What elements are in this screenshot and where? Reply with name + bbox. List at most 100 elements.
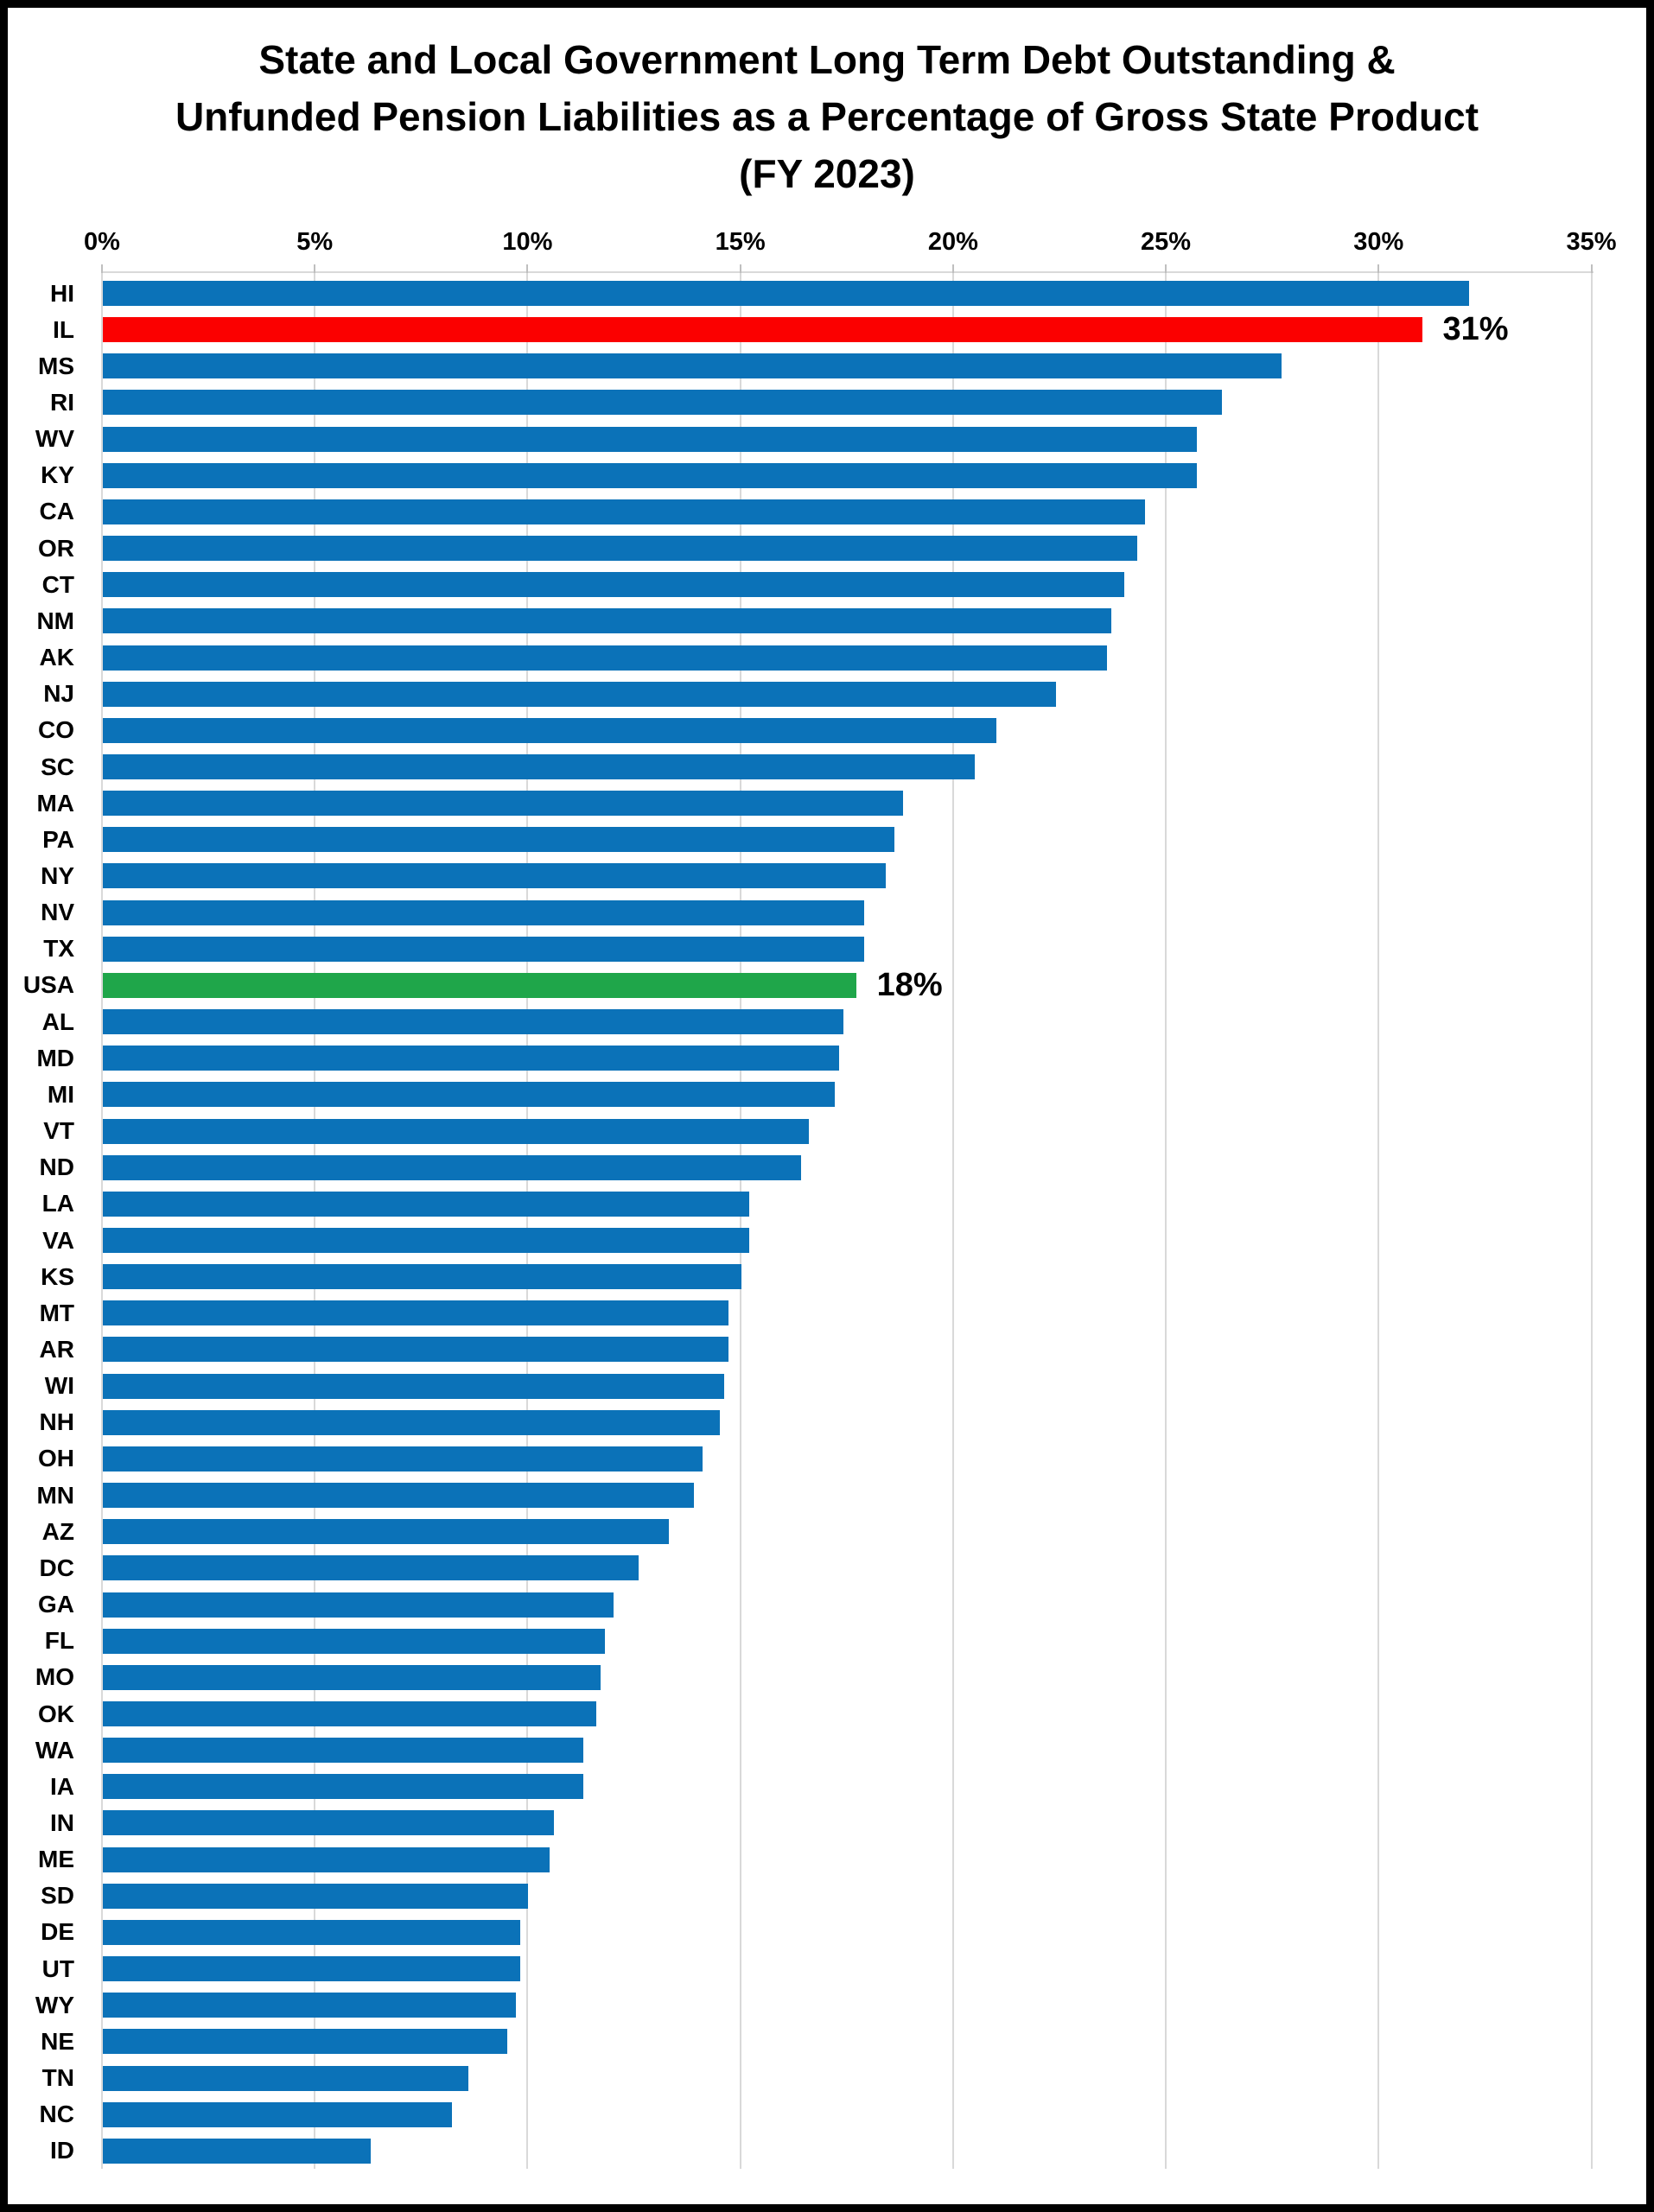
category-label-ok: OK	[38, 1700, 74, 1727]
axis-tick-mark	[951, 264, 954, 273]
bar-wv	[103, 426, 1197, 452]
category-label-dc: DC	[39, 1554, 74, 1581]
bar-dc	[103, 1555, 639, 1581]
category-label-va: VA	[42, 1226, 74, 1254]
bar-me	[103, 1847, 550, 1872]
bar-al	[103, 1009, 843, 1035]
axis-tick-mark	[1590, 264, 1593, 273]
category-label-pa: PA	[42, 825, 74, 853]
bar-nm	[103, 608, 1112, 634]
axis-tick-mark	[739, 264, 741, 273]
category-label-ga: GA	[38, 1591, 74, 1618]
bar-az	[103, 1519, 669, 1545]
category-label-hi: HI	[50, 279, 74, 307]
gridline-5	[314, 273, 316, 2169]
category-label-nh: NH	[39, 1408, 74, 1436]
data-label-usa: 18%	[876, 966, 943, 1003]
x-axis-tick-label: 35%	[1566, 227, 1617, 256]
category-label-tx: TX	[43, 935, 74, 963]
x-axis-tick-label: 10%	[502, 227, 553, 256]
axis-tick-mark	[526, 264, 529, 273]
bar-sc	[103, 754, 976, 779]
gridline-35	[1590, 273, 1593, 2169]
chart-title: State and Local Government Long Term Deb…	[60, 31, 1594, 202]
x-axis-tick-label: 0%	[84, 227, 120, 256]
bar-ks	[103, 1264, 741, 1290]
category-label-usa: USA	[22, 971, 74, 999]
bar-mn	[103, 1483, 695, 1509]
category-label-mi: MI	[47, 1080, 74, 1108]
bar-il	[103, 317, 1422, 343]
category-label-oh: OH	[38, 1445, 74, 1472]
bar-tx	[103, 936, 865, 962]
bar-wi	[103, 1373, 724, 1399]
bar-nv	[103, 899, 865, 925]
bar-wy	[103, 1993, 516, 2018]
category-label-ar: AR	[39, 1335, 74, 1363]
bar-tn	[103, 2065, 469, 2091]
chart-title-line-1: State and Local Government Long Term Deb…	[258, 37, 1396, 82]
bar-ga	[103, 1592, 614, 1618]
gridline-0	[101, 273, 103, 2169]
category-label-ny: NY	[41, 861, 74, 889]
category-label-nm: NM	[36, 607, 74, 634]
category-label-wa: WA	[35, 1736, 74, 1764]
bar-va	[103, 1228, 750, 1253]
bar-wa	[103, 1738, 584, 1764]
chart-title-line-2: Unfunded Pension Liabilities as a Percen…	[175, 94, 1479, 139]
bar-oh	[103, 1446, 703, 1471]
category-label-ia: IA	[50, 1772, 74, 1800]
bar-vt	[103, 1118, 810, 1144]
bar-ky	[103, 462, 1197, 488]
bar-ri	[103, 390, 1223, 416]
category-label-vt: VT	[43, 1117, 74, 1145]
category-label-md: MD	[36, 1044, 74, 1071]
category-label-sd: SD	[41, 1882, 74, 1910]
axis-tick-mark	[314, 264, 316, 273]
gridline-30	[1377, 273, 1380, 2169]
category-label-nv: NV	[41, 899, 74, 926]
bar-ma	[103, 791, 903, 817]
category-label-mo: MO	[35, 1663, 74, 1691]
category-label-sc: SC	[41, 753, 74, 780]
bar-in	[103, 1810, 554, 1836]
chart-title-line-3: (FY 2023)	[739, 151, 915, 196]
bar-usa	[103, 972, 856, 998]
bar-nc	[103, 2101, 452, 2127]
bar-id	[103, 2138, 372, 2164]
category-label-nj: NJ	[43, 680, 74, 708]
bar-mt	[103, 1300, 728, 1326]
category-label-wi: WI	[44, 1372, 74, 1400]
bar-ar	[103, 1337, 728, 1363]
x-axis-tick-label: 15%	[715, 227, 766, 256]
gridline-15	[739, 273, 741, 2169]
bar-nh	[103, 1409, 721, 1435]
x-axis-tick-label: 25%	[1141, 227, 1192, 256]
category-label-al: AL	[41, 1007, 74, 1035]
category-label-in: IN	[50, 1808, 74, 1836]
category-label-ma: MA	[36, 789, 74, 817]
axis-tick-mark	[1377, 264, 1380, 273]
category-label-az: AZ	[41, 1517, 74, 1545]
bar-ok	[103, 1701, 597, 1726]
bar-co	[103, 717, 997, 743]
data-label-il: 31%	[1442, 311, 1509, 348]
plot-top-border	[102, 271, 1594, 273]
category-label-ri: RI	[50, 388, 74, 416]
gridline-20	[951, 273, 954, 2169]
bar-ct	[103, 572, 1124, 598]
bar-de	[103, 1919, 520, 1945]
category-label-nc: NC	[39, 2101, 74, 2128]
category-label-de: DE	[41, 1918, 74, 1946]
category-label-ks: KS	[41, 1262, 74, 1290]
bar-ak	[103, 645, 1108, 671]
axis-tick-mark	[1165, 264, 1167, 273]
gridline-10	[526, 273, 529, 2169]
category-label-nd: ND	[39, 1154, 74, 1181]
category-label-co: CO	[38, 716, 74, 744]
x-axis-tick-label: 30%	[1353, 227, 1404, 256]
bar-nj	[103, 681, 1057, 707]
category-label-ak: AK	[39, 644, 74, 671]
category-label-fl: FL	[44, 1627, 74, 1655]
bar-fl	[103, 1628, 606, 1654]
